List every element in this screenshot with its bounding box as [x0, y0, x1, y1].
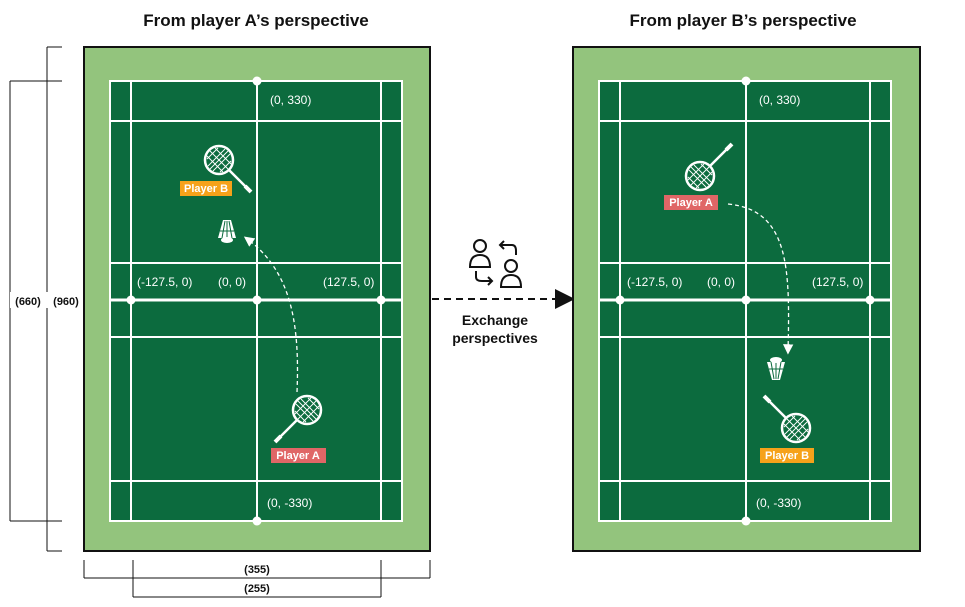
exchange-label-line2: perspectives	[452, 330, 538, 346]
coord-left-mid: (-127.5, 0)	[137, 275, 192, 289]
dim-outer-height: (960)	[53, 296, 79, 308]
dim-outer-width: (355)	[244, 564, 270, 576]
coord-top: (0, 330)	[270, 93, 311, 107]
swap-users-icon	[468, 239, 523, 288]
player-b-tag	[760, 448, 814, 463]
player-a-label: Player A	[669, 197, 713, 209]
player-b-tag	[180, 181, 232, 196]
coord-center: (0, 0)	[218, 275, 246, 289]
player-b-label: Player B	[184, 183, 228, 195]
player-b-label: Player B	[765, 450, 809, 462]
shot-trajectory	[243, 236, 299, 393]
left-title: From player A’s perspective	[143, 11, 369, 30]
coord-bottom: (0, -330)	[267, 496, 312, 510]
right-title: From player B’s perspective	[629, 11, 856, 30]
coord-top: (0, 330)	[759, 93, 800, 107]
exchange-label-line1: Exchange	[462, 312, 528, 328]
dim-label-bg	[10, 292, 82, 308]
coord-left-mid: (-127.5, 0)	[627, 275, 682, 289]
left-court: (0, 330) (0, -330) (-127.5, 0) (0, 0) (1…	[83, 46, 431, 552]
right-court: (0, 330) (0, -330) (-127.5, 0) (0, 0) (1…	[572, 46, 921, 552]
coord-right-mid: (127.5, 0)	[812, 275, 863, 289]
dim-inner-height: (660)	[15, 296, 41, 308]
coord-center: (0, 0)	[707, 275, 735, 289]
coord-bottom: (0, -330)	[756, 496, 801, 510]
shot-trajectory	[727, 203, 794, 355]
coord-right-mid: (127.5, 0)	[323, 275, 374, 289]
player-a-tag	[271, 448, 326, 463]
player-a-label: Player A	[276, 450, 320, 462]
player-a-tag	[664, 195, 718, 210]
dim-inner-width: (255)	[244, 583, 270, 595]
